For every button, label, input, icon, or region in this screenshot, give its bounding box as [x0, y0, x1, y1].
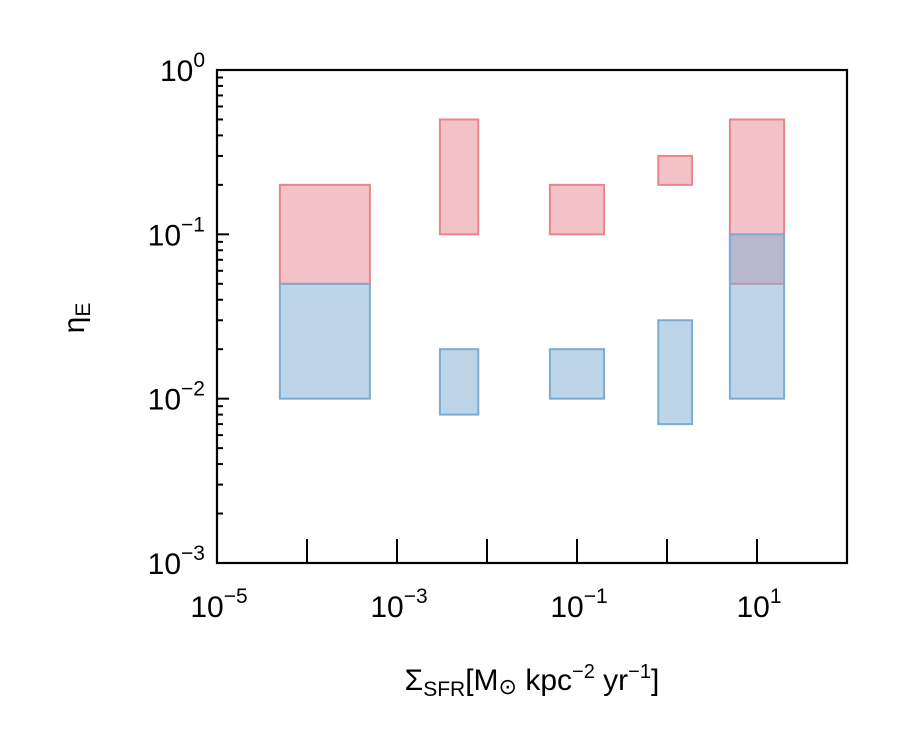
red-box-2: [438, 118, 480, 236]
blue-box-4: [657, 319, 694, 426]
blue-box-3: [548, 348, 606, 400]
blue-box-5: [728, 233, 786, 400]
red-box-1: [278, 183, 371, 285]
blue-box-2: [438, 348, 480, 416]
plot-frame: [215, 68, 849, 565]
red-box-4: [657, 154, 694, 186]
x-axis-label: ΣSFR[M⊙ kpc−2 yr−1]: [405, 661, 660, 701]
x-tick-label: 101: [736, 585, 781, 624]
red-box-3: [548, 183, 606, 236]
y-axis-label: ηE: [58, 303, 95, 334]
x-tick-label: 10−3: [370, 585, 427, 624]
boxes-layer: [278, 118, 786, 426]
y-tick-label: 10−1: [148, 213, 205, 252]
y-tick-label: 100: [160, 49, 205, 88]
ticks-layer: [216, 69, 848, 564]
blue-box-1: [278, 282, 371, 400]
x-tick-label: 10−5: [190, 585, 247, 624]
y-tick-label: 10−3: [148, 542, 205, 581]
tick-labels-layer: 10−5 10−3 10−1 101 100 10−1 10−2 10−3: [148, 49, 782, 624]
y-tick-label: 10−2: [148, 378, 205, 417]
x-tick-label: 10−1: [550, 585, 607, 624]
